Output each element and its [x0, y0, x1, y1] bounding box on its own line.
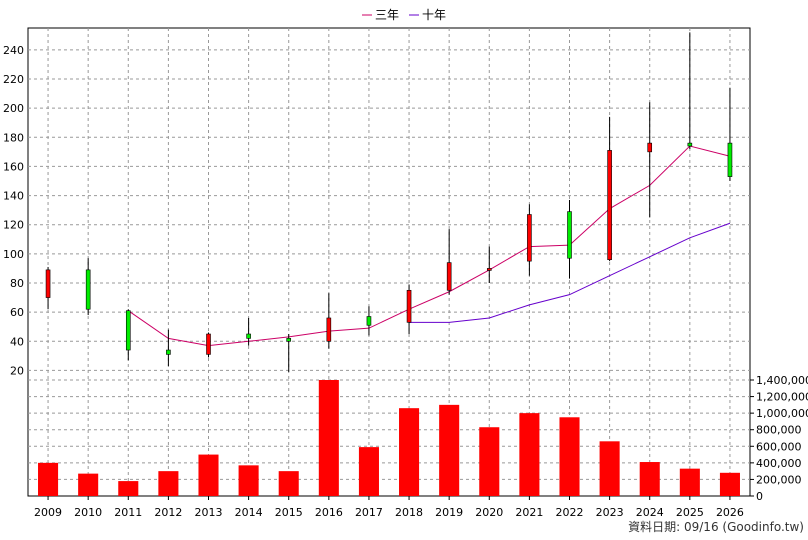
volume-tick-label: 800,000 — [756, 424, 802, 437]
price-tick-label: 80 — [10, 277, 24, 290]
volume-bar — [439, 404, 460, 496]
volume-axis: 0 200,000 400,000 600,000 800,000 1,000,000 1,… — [750, 374, 808, 503]
volume-bar — [158, 471, 179, 496]
volume-tick-label: 1,200,000 — [756, 391, 808, 404]
price-tick-label: 40 — [10, 335, 24, 348]
x-tick-label: 2019 — [435, 506, 463, 519]
x-tick-label: 2017 — [355, 506, 383, 519]
volume-tick-label: 600,000 — [756, 440, 802, 453]
data-date-footer: 資料日期: 09/16 (Goodinfo.tw) — [628, 520, 804, 534]
legend-label-3y: 三年 — [375, 8, 399, 22]
volume-bar — [198, 454, 219, 496]
candle-body — [286, 338, 292, 342]
candle-body — [85, 269, 91, 310]
x-tick-label: 2025 — [676, 506, 704, 519]
volume-bar — [559, 417, 580, 496]
candle-body — [366, 316, 372, 326]
volume-bar — [238, 465, 259, 496]
x-tick-label: 2010 — [74, 506, 102, 519]
x-tick-label: 2012 — [154, 506, 182, 519]
line-3y — [127, 145, 731, 347]
plot-frame — [27, 27, 751, 497]
x-tick-label: 2011 — [114, 506, 142, 519]
volume-bar — [519, 413, 540, 496]
volume-bar — [719, 472, 740, 496]
x-tick-label: 2023 — [596, 506, 624, 519]
legend: 三年 十年 — [362, 8, 446, 22]
x-tick-label: 2022 — [556, 506, 584, 519]
volume-tick-label: 400,000 — [756, 457, 802, 470]
x-tick-label: 2020 — [475, 506, 503, 519]
candle-body — [607, 150, 612, 260]
candle-body — [166, 349, 171, 355]
volume-tick-label: 200,000 — [756, 473, 802, 486]
volume-tick-label: 1,400,000 — [756, 374, 808, 387]
candle-body — [567, 211, 572, 259]
candlesticks — [45, 32, 733, 372]
volume-bar — [118, 481, 139, 496]
volume-bar — [38, 462, 59, 496]
candle-body — [406, 289, 412, 323]
x-axis: 2009 2010 2011 2012 2013 2014 2015 2016 2017 2018… — [34, 496, 744, 519]
price-tick-label: 180 — [3, 131, 24, 144]
candle-body — [687, 142, 693, 147]
candle-body — [527, 214, 532, 262]
volume-bar — [479, 427, 500, 496]
candle-body — [486, 268, 492, 271]
candle-body — [206, 333, 211, 355]
price-tick-label: 240 — [3, 44, 24, 57]
price-axis: 20 40 60 80 100 120 140 160 180 200 220 240 — [3, 44, 24, 378]
price-tick-label: 160 — [3, 160, 24, 173]
candle-body — [246, 333, 251, 339]
price-tick-label: 200 — [3, 102, 24, 115]
volume-tick-label: 0 — [756, 490, 763, 503]
x-tick-label: 2021 — [515, 506, 543, 519]
volume-bar — [639, 462, 660, 496]
x-tick-label: 2009 — [34, 506, 62, 519]
volume-tick-label: 1,000,000 — [756, 407, 808, 420]
volume-bar — [679, 468, 700, 496]
x-tick-label: 2024 — [636, 506, 664, 519]
price-tick-label: 140 — [3, 190, 24, 203]
candle-body — [727, 142, 733, 177]
price-tick-label: 60 — [10, 306, 24, 319]
candle-body — [125, 310, 131, 351]
volume-bar — [358, 447, 379, 496]
volume-bar — [278, 471, 299, 496]
candle-body — [326, 317, 332, 342]
volume-bar — [399, 408, 420, 496]
volume-bar — [78, 473, 99, 496]
x-tick-label: 2016 — [315, 506, 343, 519]
candle-body — [446, 262, 452, 291]
x-tick-label: 2015 — [275, 506, 303, 519]
volume-bars — [38, 380, 740, 496]
volume-bar — [318, 380, 339, 496]
legend-label-10y: 十年 — [422, 8, 446, 22]
x-tick-label: 2026 — [716, 506, 744, 519]
price-tick-label: 120 — [3, 219, 24, 232]
x-tick-label: 2018 — [395, 506, 423, 519]
volume-bar — [599, 441, 620, 496]
price-tick-label: 100 — [3, 248, 24, 261]
moving-average-lines — [127, 145, 731, 347]
price-tick-label: 20 — [10, 364, 24, 377]
line-10y — [409, 222, 731, 323]
candle-body — [647, 142, 653, 153]
x-tick-label: 2014 — [235, 506, 263, 519]
x-tick-label: 2013 — [195, 506, 223, 519]
candle-body — [45, 269, 51, 298]
price-tick-label: 220 — [3, 73, 24, 86]
